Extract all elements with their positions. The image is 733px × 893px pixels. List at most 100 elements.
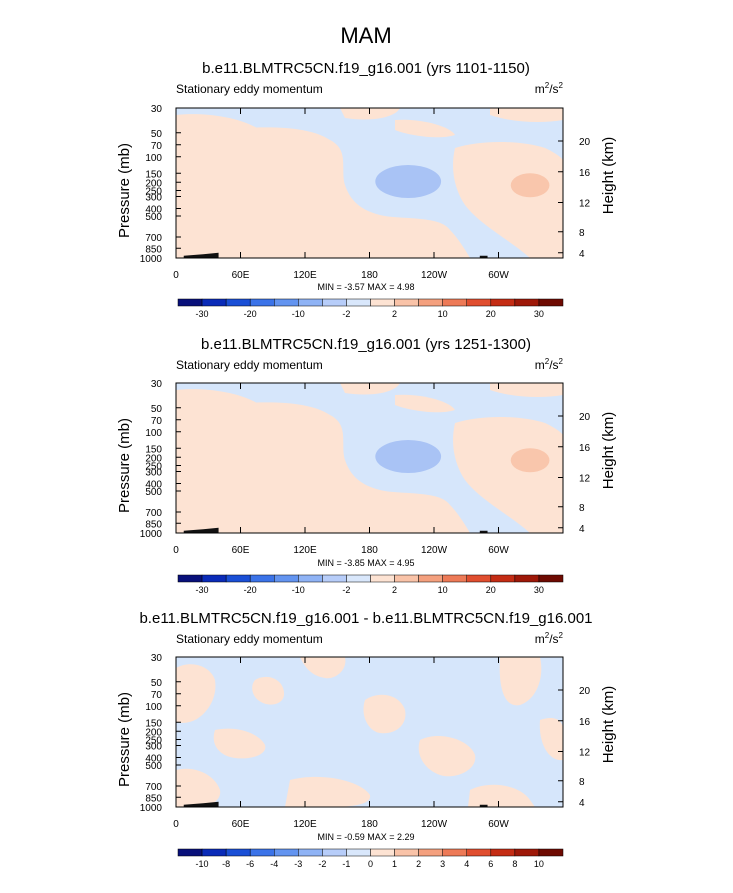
colorbar-box (490, 574, 516, 583)
colorbar-box (346, 574, 371, 583)
colorbar-label: 20 (486, 309, 496, 319)
y-axis-label: Pressure (mb) (116, 418, 133, 513)
colorbar-box (370, 848, 395, 857)
contour-region-positive (176, 114, 264, 149)
colorbar-box (370, 298, 395, 307)
colorbar-label: -8 (222, 859, 230, 869)
colorbar-box (177, 848, 203, 857)
pressure-tick-label: 300 (145, 193, 162, 204)
panel-title: b.e11.BLMTRC5CN.f19_g16.001 (yrs 1251-13… (201, 336, 531, 353)
pressure-tick-label: 700 (145, 782, 162, 793)
x-tick-label: 180 (361, 270, 378, 281)
x-tick-label: 60W (488, 545, 509, 556)
y-axis-right-label: Height (km) (600, 137, 617, 215)
pressure-tick-label: 150 (145, 444, 162, 455)
colorbar-label: -30 (196, 309, 209, 319)
x-tick-label: 120E (293, 819, 317, 830)
pressure-tick-label: 30 (151, 379, 163, 390)
contour-region-positive (252, 676, 285, 705)
colorbar-box (538, 848, 564, 857)
colorbar-box (177, 298, 203, 307)
colorbar-label: 30 (534, 309, 544, 319)
x-tick-label: 180 (361, 819, 378, 830)
contour-region-positive (176, 664, 216, 723)
colorbar-box (274, 848, 299, 857)
pressure-tick-label: 100 (145, 702, 162, 713)
contour-region-positive (395, 119, 455, 138)
colorbar-box (466, 298, 492, 307)
pressure-tick-label: 1000 (140, 254, 163, 265)
x-tick-label: 120W (421, 819, 448, 830)
units-part: /s (549, 358, 558, 372)
contour-region-negative (375, 165, 442, 198)
units-part: m (535, 82, 545, 96)
colorbar-box (346, 848, 371, 857)
pressure-tick-label: 50 (151, 129, 163, 140)
pressure-tick-label: 200 (145, 178, 162, 189)
height-tick-label: 12 (579, 748, 591, 759)
contour-field (176, 108, 563, 258)
colorbar-label: -4 (270, 859, 278, 869)
pressure-tick-label: 150 (145, 718, 162, 729)
colorbar-box (249, 848, 275, 857)
units-label: m2/s2 (535, 631, 564, 646)
colorbar-label: 20 (486, 585, 496, 595)
colorbar-label: 2 (416, 859, 421, 869)
panel-title: b.e11.BLMTRC5CN.f19_g16.001 - b.e11.BLMT… (139, 610, 592, 627)
colorbar-box (394, 848, 419, 857)
pressure-tick-label: 150 (145, 169, 162, 180)
min-max-stats: MIN = -3.85 MAX = 4.95 (317, 558, 414, 568)
panel-1: b.e11.BLMTRC5CN.f19_g16.001 (yrs 1101-11… (116, 60, 617, 319)
colorbar-box (514, 848, 540, 857)
y-axis-label: Pressure (mb) (116, 143, 133, 238)
units-part: /s (549, 82, 558, 96)
colorbar-box (538, 298, 564, 307)
figure-title: MAM (340, 23, 391, 48)
pressure-tick-label: 400 (145, 480, 162, 491)
units-part: 2 (559, 81, 564, 90)
x-tick-label: 120E (293, 545, 317, 556)
pressure-tick-label: 500 (145, 761, 162, 772)
colorbar-box (177, 574, 203, 583)
contour-region-positive (176, 768, 221, 807)
colorbar-box (442, 574, 467, 583)
contour-region-positive (453, 142, 563, 258)
colorbar-box (225, 848, 251, 857)
colorbar-label: -6 (246, 859, 254, 869)
colorbar-box (514, 298, 540, 307)
height-tick-label: 16 (579, 443, 591, 454)
min-max-stats: MIN = -3.57 MAX = 4.98 (317, 282, 414, 292)
colorbar-box (442, 848, 467, 857)
pressure-tick-label: 400 (145, 754, 162, 765)
pressure-tick-label: 700 (145, 233, 162, 244)
pressure-tick-label: 300 (145, 742, 162, 753)
panel-subtitle: Stationary eddy momentum (176, 632, 323, 646)
contour-region-strong-positive (510, 173, 550, 198)
height-tick-label: 4 (579, 798, 585, 809)
colorbar-box (490, 298, 516, 307)
x-tick-label: 120W (421, 270, 448, 281)
panel-subtitle: Stationary eddy momentum (176, 82, 323, 96)
pressure-tick-label: 200 (145, 727, 162, 738)
min-max-stats: MIN = -0.59 MAX = 2.29 (317, 832, 414, 842)
contour-region-positive (395, 394, 455, 413)
colorbar-box (418, 848, 443, 857)
colorbar-box (274, 298, 299, 307)
contour-region-positive (468, 784, 535, 807)
contour-region-positive (363, 694, 406, 734)
units-part: 2 (559, 357, 564, 366)
y-axis-right-label: Height (km) (600, 412, 617, 490)
colorbar-box (394, 574, 419, 583)
colorbar-box (538, 574, 564, 583)
units-part: 2 (545, 81, 550, 90)
pressure-tick-label: 70 (151, 416, 163, 427)
height-tick-label: 8 (579, 503, 585, 514)
colorbar-label: -2 (342, 309, 350, 319)
colorbar-label: 3 (440, 859, 445, 869)
pressure-tick-label: 850 (145, 244, 162, 255)
pressure-tick-label: 850 (145, 519, 162, 530)
contour-region-positive (176, 402, 470, 533)
colorbar-label: -10 (292, 585, 305, 595)
colorbar-label: 4 (464, 859, 469, 869)
